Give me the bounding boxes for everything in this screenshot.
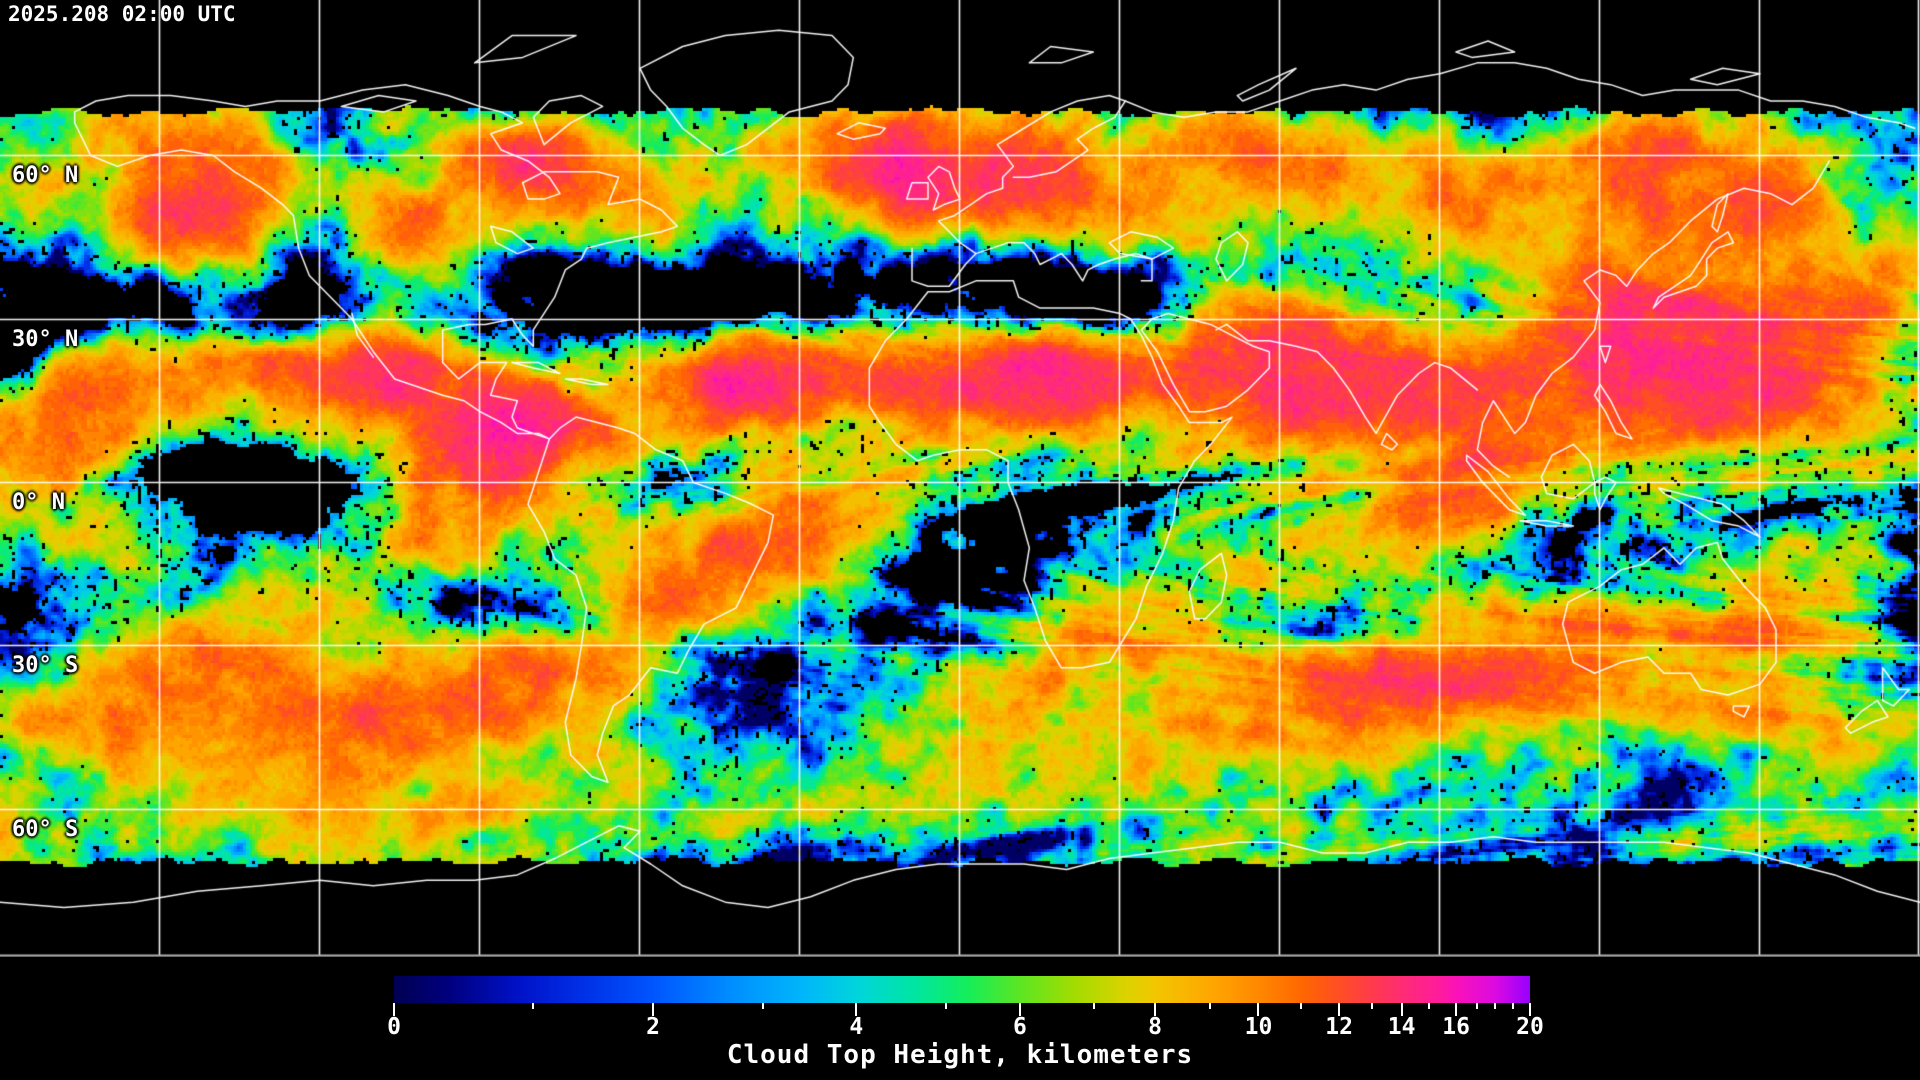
colorbar-tick-label: 6	[1012, 1014, 1027, 1040]
colorbar-tick-label: 20	[1516, 1014, 1544, 1040]
colorbar-tick	[1208, 1003, 1211, 1009]
colorbar-tick	[1154, 1003, 1157, 1016]
cloud-height-map-canvas	[0, 0, 1920, 957]
latitude-label: 30° N	[12, 327, 79, 352]
colorbar-tick	[531, 1003, 534, 1009]
latitude-label: 60° N	[12, 163, 79, 188]
colorbar-tick	[1299, 1003, 1302, 1009]
colorbar-tick	[1493, 1003, 1496, 1009]
colorbar-tick-label: 2	[646, 1014, 660, 1040]
colorbar-tick	[1427, 1003, 1430, 1009]
colorbar-tick-label: 12	[1325, 1014, 1353, 1040]
colorbar-tick-label: 16	[1442, 1014, 1470, 1040]
colorbar-tick	[1455, 1003, 1458, 1016]
colorbar-tick	[762, 1003, 765, 1009]
colorbar-tick	[1529, 1003, 1531, 1016]
colorbar-title: Cloud Top Height, kilometers	[726, 1040, 1194, 1070]
colorbar-tick-label: 0	[387, 1014, 401, 1040]
colorbar-tick	[1475, 1003, 1478, 1009]
latitude-label: 60° S	[12, 817, 79, 842]
colorbar-tick	[1371, 1003, 1374, 1009]
colorbar-tick	[1511, 1003, 1514, 1009]
colorbar-tick-label: 4	[849, 1014, 864, 1040]
colorbar-gradient	[394, 976, 1530, 1003]
colorbar-tick-label: 14	[1387, 1014, 1416, 1040]
colorbar-tick	[1092, 1003, 1095, 1009]
colorbar-tick	[945, 1003, 948, 1009]
colorbar-tick	[1338, 1003, 1341, 1016]
colorbar-tick	[1018, 1003, 1021, 1016]
latitude-label: 0° N	[12, 490, 65, 515]
colorbar-tick	[855, 1003, 858, 1016]
colorbar-tick	[393, 1003, 395, 1016]
colorbar-tick-label: 10	[1244, 1014, 1273, 1040]
colorbar-tick	[1400, 1003, 1403, 1016]
colorbar-tick	[1257, 1003, 1260, 1016]
colorbar-tick-label: 8	[1148, 1014, 1163, 1040]
timestamp: 2025.208 02:00 UTC	[8, 2, 236, 26]
colorbar-tick	[652, 1003, 654, 1016]
latitude-label: 30° S	[12, 653, 79, 678]
